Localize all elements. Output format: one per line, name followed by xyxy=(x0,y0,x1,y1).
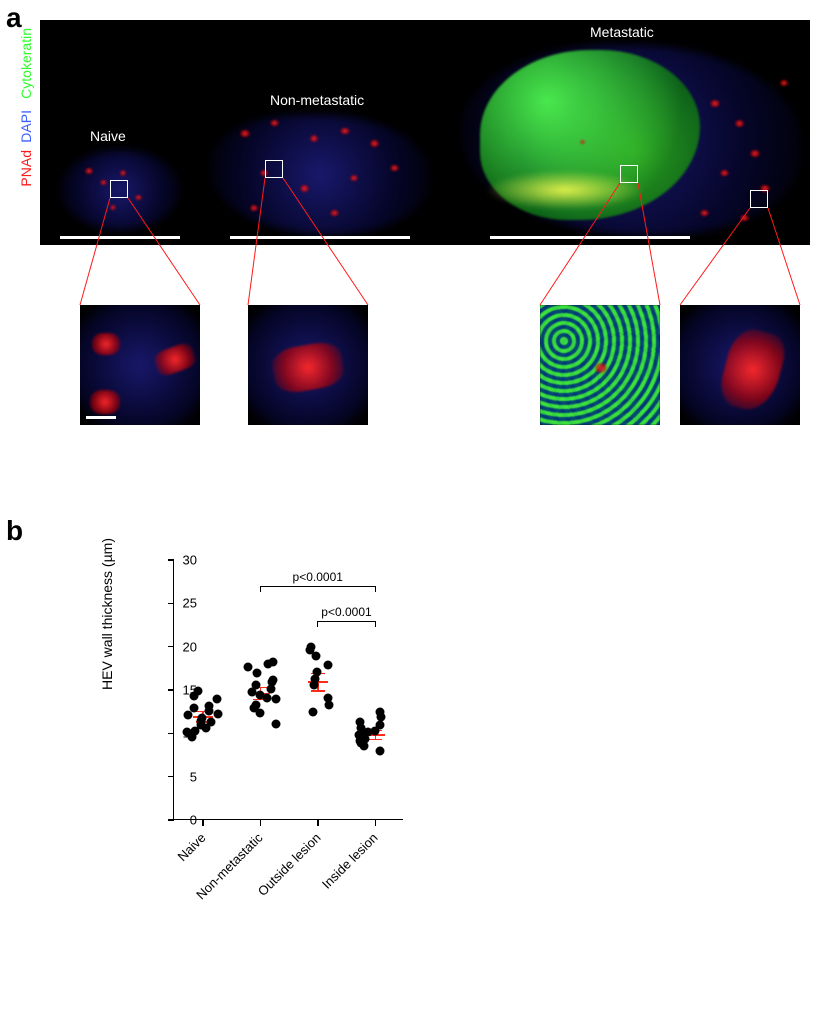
data-point xyxy=(323,693,332,702)
y-tick-label: 30 xyxy=(183,553,197,568)
data-point xyxy=(190,704,199,713)
y-tick xyxy=(168,559,174,561)
data-point xyxy=(268,676,277,685)
significance-label: p<0.0001 xyxy=(293,570,343,584)
figure-a: PNAd DAPI Cytokeratin Naive Non-metastat… xyxy=(40,20,810,450)
x-tick xyxy=(260,820,262,826)
roi-nonmet xyxy=(265,160,283,178)
plot-area: p<0.0001 p<0.0001 xyxy=(173,560,403,820)
data-point xyxy=(356,717,365,726)
x-tick xyxy=(202,820,204,826)
data-point xyxy=(251,700,260,709)
data-point xyxy=(206,717,215,726)
data-point xyxy=(212,694,221,703)
y-tick xyxy=(168,819,174,821)
roi-met-outside xyxy=(750,190,768,208)
x-tick xyxy=(375,820,377,826)
y-tick xyxy=(168,689,174,691)
y-axis-label: HEV wall thickness (µm) xyxy=(99,538,115,690)
x-tick-label: Inside lesion xyxy=(319,830,381,892)
roi-met-inside xyxy=(620,165,638,183)
error-cap xyxy=(311,690,325,692)
y-tick-label: 10 xyxy=(183,726,197,741)
sample-naive-label: Naive xyxy=(90,128,126,144)
data-point xyxy=(306,643,315,652)
y-tick xyxy=(168,733,174,735)
data-point xyxy=(271,719,280,728)
data-point xyxy=(204,702,213,711)
data-point xyxy=(376,746,385,755)
roi-naive xyxy=(110,180,128,198)
inset-naive xyxy=(80,305,200,425)
figure-b: HEV wall thickness (µm) p<0.0001p<0.0001… xyxy=(115,530,435,960)
micrograph-strip: Naive Non-metastatic xyxy=(40,20,810,245)
data-point xyxy=(243,663,252,672)
inset-inside-lesion: inside lesion xyxy=(540,305,660,425)
data-point xyxy=(375,708,384,717)
x-tick-label: Naive xyxy=(174,830,208,864)
data-point xyxy=(271,695,280,704)
inset-outside-lesion: outside lesion xyxy=(680,305,800,425)
stain-label-dapi: DAPI xyxy=(18,110,34,143)
stain-label-pnad: PNAd xyxy=(18,150,34,187)
data-point xyxy=(268,658,277,667)
significance-bracket-drop xyxy=(375,586,376,592)
panel-b-label: b xyxy=(6,515,23,547)
sample-nonmet-label: Non-metastatic xyxy=(270,92,364,108)
inset-scalebar xyxy=(86,416,116,419)
y-tick-label: 15 xyxy=(183,683,197,698)
significance-label: p<0.0001 xyxy=(321,605,371,619)
y-tick xyxy=(168,603,174,605)
significance-bracket xyxy=(318,621,376,622)
data-point xyxy=(252,680,261,689)
error-cap xyxy=(368,739,382,741)
insets: inside lesion outside lesion xyxy=(40,305,810,455)
x-tick xyxy=(317,820,319,826)
sample-naive: Naive xyxy=(40,20,200,245)
inset-nonmet xyxy=(248,305,368,425)
y-tick-label: 20 xyxy=(183,639,197,654)
data-point xyxy=(376,721,385,730)
data-point xyxy=(312,667,321,676)
significance-bracket-drop xyxy=(317,621,318,627)
y-tick-label: 0 xyxy=(190,813,197,828)
scalebar-nonmet xyxy=(230,236,410,239)
hev-thickness-chart: HEV wall thickness (µm) p<0.0001p<0.0001… xyxy=(115,530,435,960)
significance-bracket-drop xyxy=(375,621,376,627)
y-tick-label: 5 xyxy=(190,769,197,784)
data-point xyxy=(323,660,332,669)
stain-label-cytokeratin: Cytokeratin xyxy=(18,28,34,99)
data-point xyxy=(309,708,318,717)
y-tick xyxy=(168,776,174,778)
scalebar-met xyxy=(490,236,690,239)
sample-met: Metastatic xyxy=(450,20,810,245)
data-point xyxy=(197,713,206,722)
y-tick xyxy=(168,646,174,648)
y-tick-label: 25 xyxy=(183,596,197,611)
scalebar-naive xyxy=(60,236,180,239)
data-point xyxy=(252,669,261,678)
significance-bracket xyxy=(260,586,375,587)
data-point xyxy=(214,710,223,719)
sample-met-label: Metastatic xyxy=(590,24,654,40)
sample-nonmet: Non-metastatic xyxy=(200,20,450,245)
significance-bracket-drop xyxy=(260,586,261,592)
